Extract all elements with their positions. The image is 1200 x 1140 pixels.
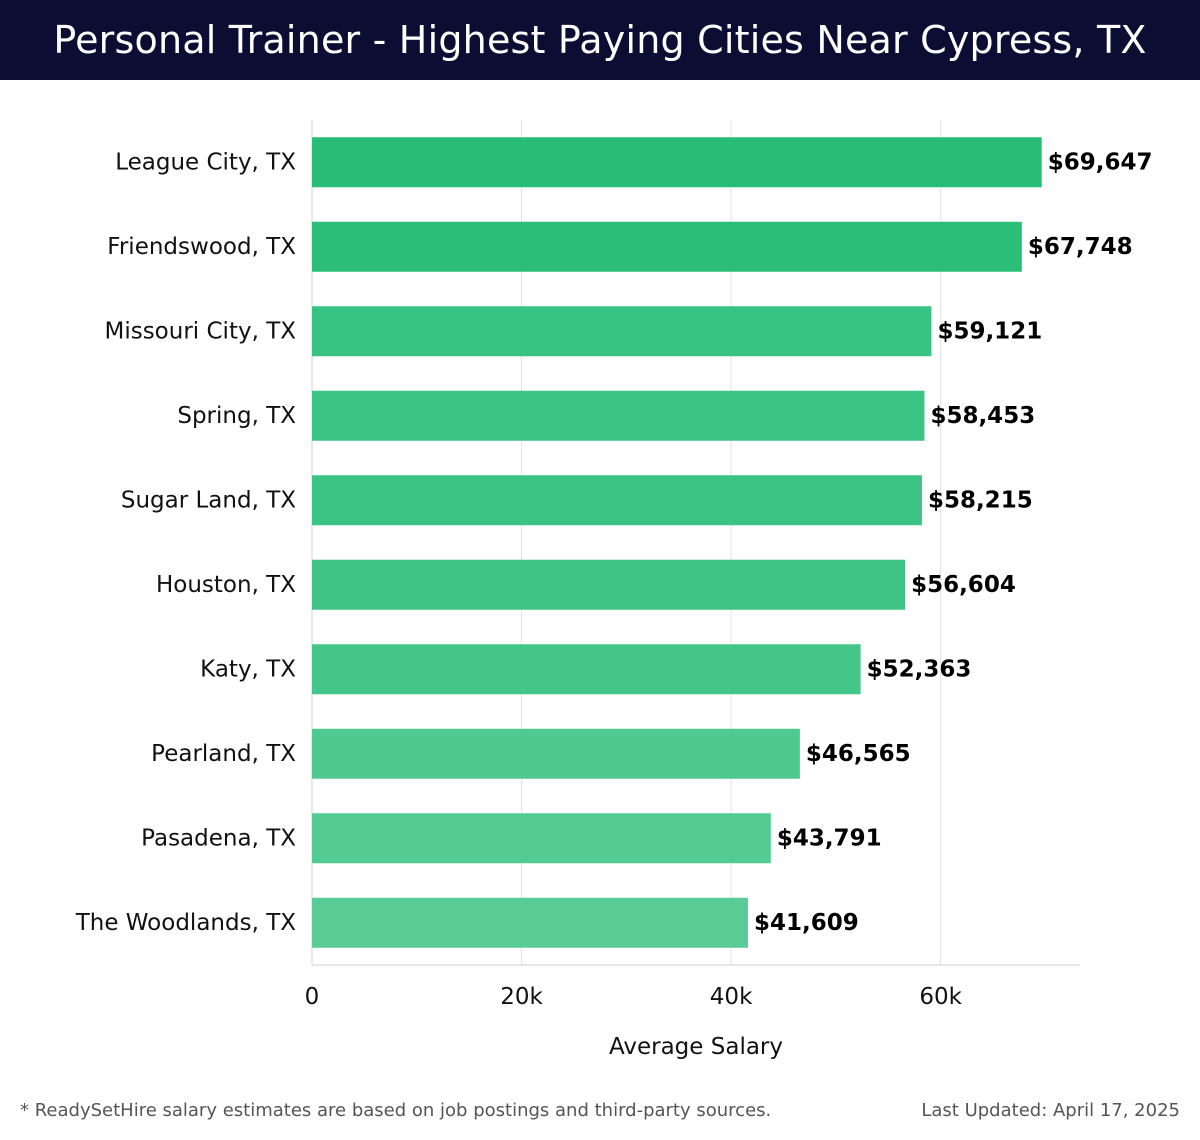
bar [312, 137, 1042, 188]
data-label: $46,565 [806, 741, 911, 767]
footnote: * ReadySetHire salary estimates are base… [20, 1100, 772, 1121]
last-updated: Last Updated: April 17, 2025 [921, 1100, 1180, 1121]
data-label: $58,215 [928, 487, 1033, 513]
category-label: The Woodlands, TX [75, 910, 297, 936]
category-label: Sugar Land, TX [121, 487, 296, 513]
bar [312, 390, 925, 441]
data-label: $41,609 [754, 910, 859, 936]
data-label: $59,121 [937, 318, 1042, 344]
bar [312, 559, 906, 610]
x-tick-label: 60k [919, 984, 962, 1010]
category-label: Spring, TX [177, 403, 296, 429]
data-label: $52,363 [867, 656, 972, 682]
data-label: $43,791 [777, 825, 882, 851]
category-label: Missouri City, TX [104, 318, 296, 344]
category-label: Katy, TX [200, 656, 296, 682]
category-label: Houston, TX [156, 572, 296, 598]
bar [312, 306, 932, 357]
salary-bar-chart: League City, TX $69,647 Friendswood, TX $67… [75, 120, 1153, 1060]
category-label: Pearland, TX [151, 741, 296, 767]
category-label: League City, TX [115, 149, 296, 175]
data-label: $56,604 [911, 572, 1016, 598]
bar [312, 475, 922, 526]
x-tick-label: 0 [305, 984, 320, 1010]
chart-title: Personal Trainer - Highest Paying Cities… [53, 18, 1147, 62]
x-tick-label: 40k [710, 984, 753, 1010]
data-label: $58,453 [930, 403, 1035, 429]
bar [312, 897, 748, 948]
data-label: $69,647 [1048, 149, 1153, 175]
bar [312, 728, 800, 779]
data-label: $67,748 [1028, 234, 1133, 260]
category-label: Friendswood, TX [107, 234, 296, 260]
x-tick-label: 20k [500, 984, 543, 1010]
category-label: Pasadena, TX [141, 825, 296, 851]
x-axis-title: Average Salary [609, 1034, 783, 1060]
bar [312, 644, 861, 695]
bar [312, 813, 771, 864]
chart-header: Personal Trainer - Highest Paying Cities… [0, 0, 1200, 80]
bar [312, 221, 1022, 272]
